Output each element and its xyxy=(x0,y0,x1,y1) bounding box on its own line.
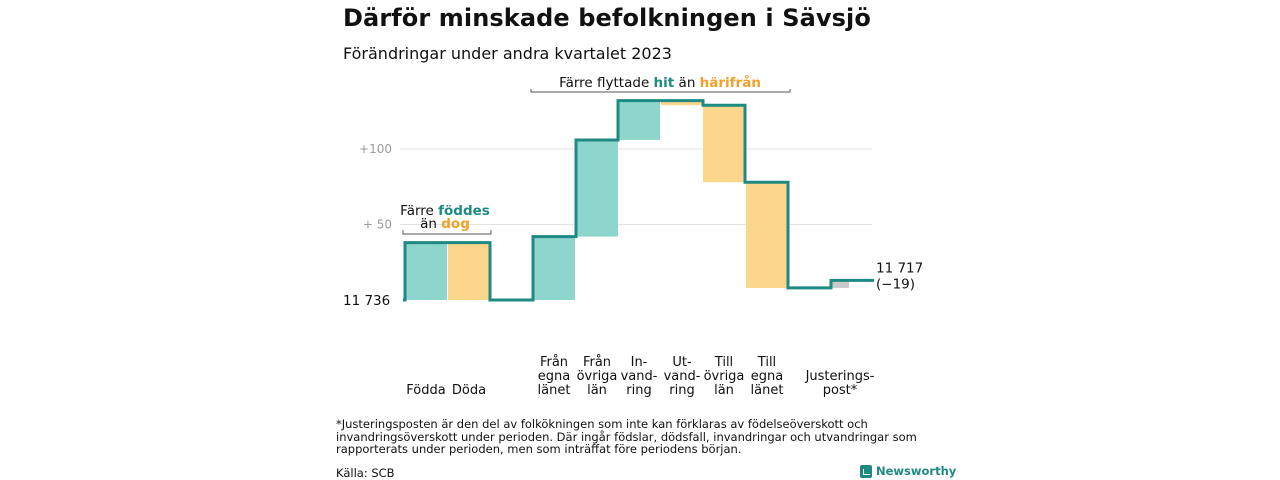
category-label: vand- xyxy=(664,369,701,384)
waterfall-bar xyxy=(448,242,490,300)
waterfall-bar xyxy=(533,236,575,300)
waterfall-bar xyxy=(746,182,788,288)
category-label: Döda xyxy=(452,383,486,398)
waterfall-bar xyxy=(405,242,447,300)
brand-logo: Newsworthy xyxy=(860,464,956,478)
category-label: Till xyxy=(714,355,733,370)
category-label: Från xyxy=(540,355,568,370)
category-label: länet xyxy=(538,383,571,398)
source-label: Källa: SCB xyxy=(336,466,395,480)
newsworthy-icon xyxy=(860,464,872,478)
cumulative-line xyxy=(403,99,874,302)
annotation-births-deaths-line1: Färre föddes xyxy=(400,203,490,219)
category-label: post* xyxy=(823,383,858,398)
footnote: *Justeringsposten är den del av folkökni… xyxy=(336,417,917,456)
waterfall-bar xyxy=(831,280,849,288)
category-label: egna xyxy=(538,369,570,384)
end-value-label: 11 717 xyxy=(876,260,923,276)
brand-name: Newsworthy xyxy=(876,464,957,478)
annotation-bracket-births xyxy=(402,230,492,235)
category-label: vand- xyxy=(621,369,658,384)
y-tick-label: + 50 xyxy=(363,218,392,232)
waterfall-bar xyxy=(661,100,703,106)
category-label: Födda xyxy=(406,383,445,398)
annotation-bracket-migration xyxy=(530,89,791,93)
category-label: egna xyxy=(751,369,783,384)
y-tick-label: +100 xyxy=(359,142,392,156)
waterfall-bar xyxy=(576,139,618,237)
category-label: län xyxy=(587,383,607,398)
category-label: övriga xyxy=(577,369,618,384)
waterfall-bar xyxy=(703,105,745,183)
category-label: Ut- xyxy=(672,355,692,370)
annotation-migration: Färre flyttade hit än härifrån xyxy=(559,74,761,91)
category-label: In- xyxy=(631,355,648,370)
category-label: ring xyxy=(669,383,694,398)
category-label: ring xyxy=(626,383,651,398)
category-label: länet xyxy=(751,383,784,398)
category-label: län xyxy=(714,383,734,398)
chart-title: Därför minskade befolkningen i Sävsjö xyxy=(343,4,871,32)
waterfall-bar xyxy=(618,100,660,140)
category-label: övriga xyxy=(704,369,745,384)
end-change-label: (−19) xyxy=(876,276,915,292)
category-label: Justerings- xyxy=(805,369,875,384)
start-value-label: 11 736 xyxy=(343,293,390,309)
annotation-births-deaths-line2: än dog xyxy=(420,216,470,232)
category-label: Från xyxy=(583,355,611,370)
chart-subtitle: Förändringar under andra kvartalet 2023 xyxy=(343,44,672,63)
category-label: Till xyxy=(757,355,776,370)
